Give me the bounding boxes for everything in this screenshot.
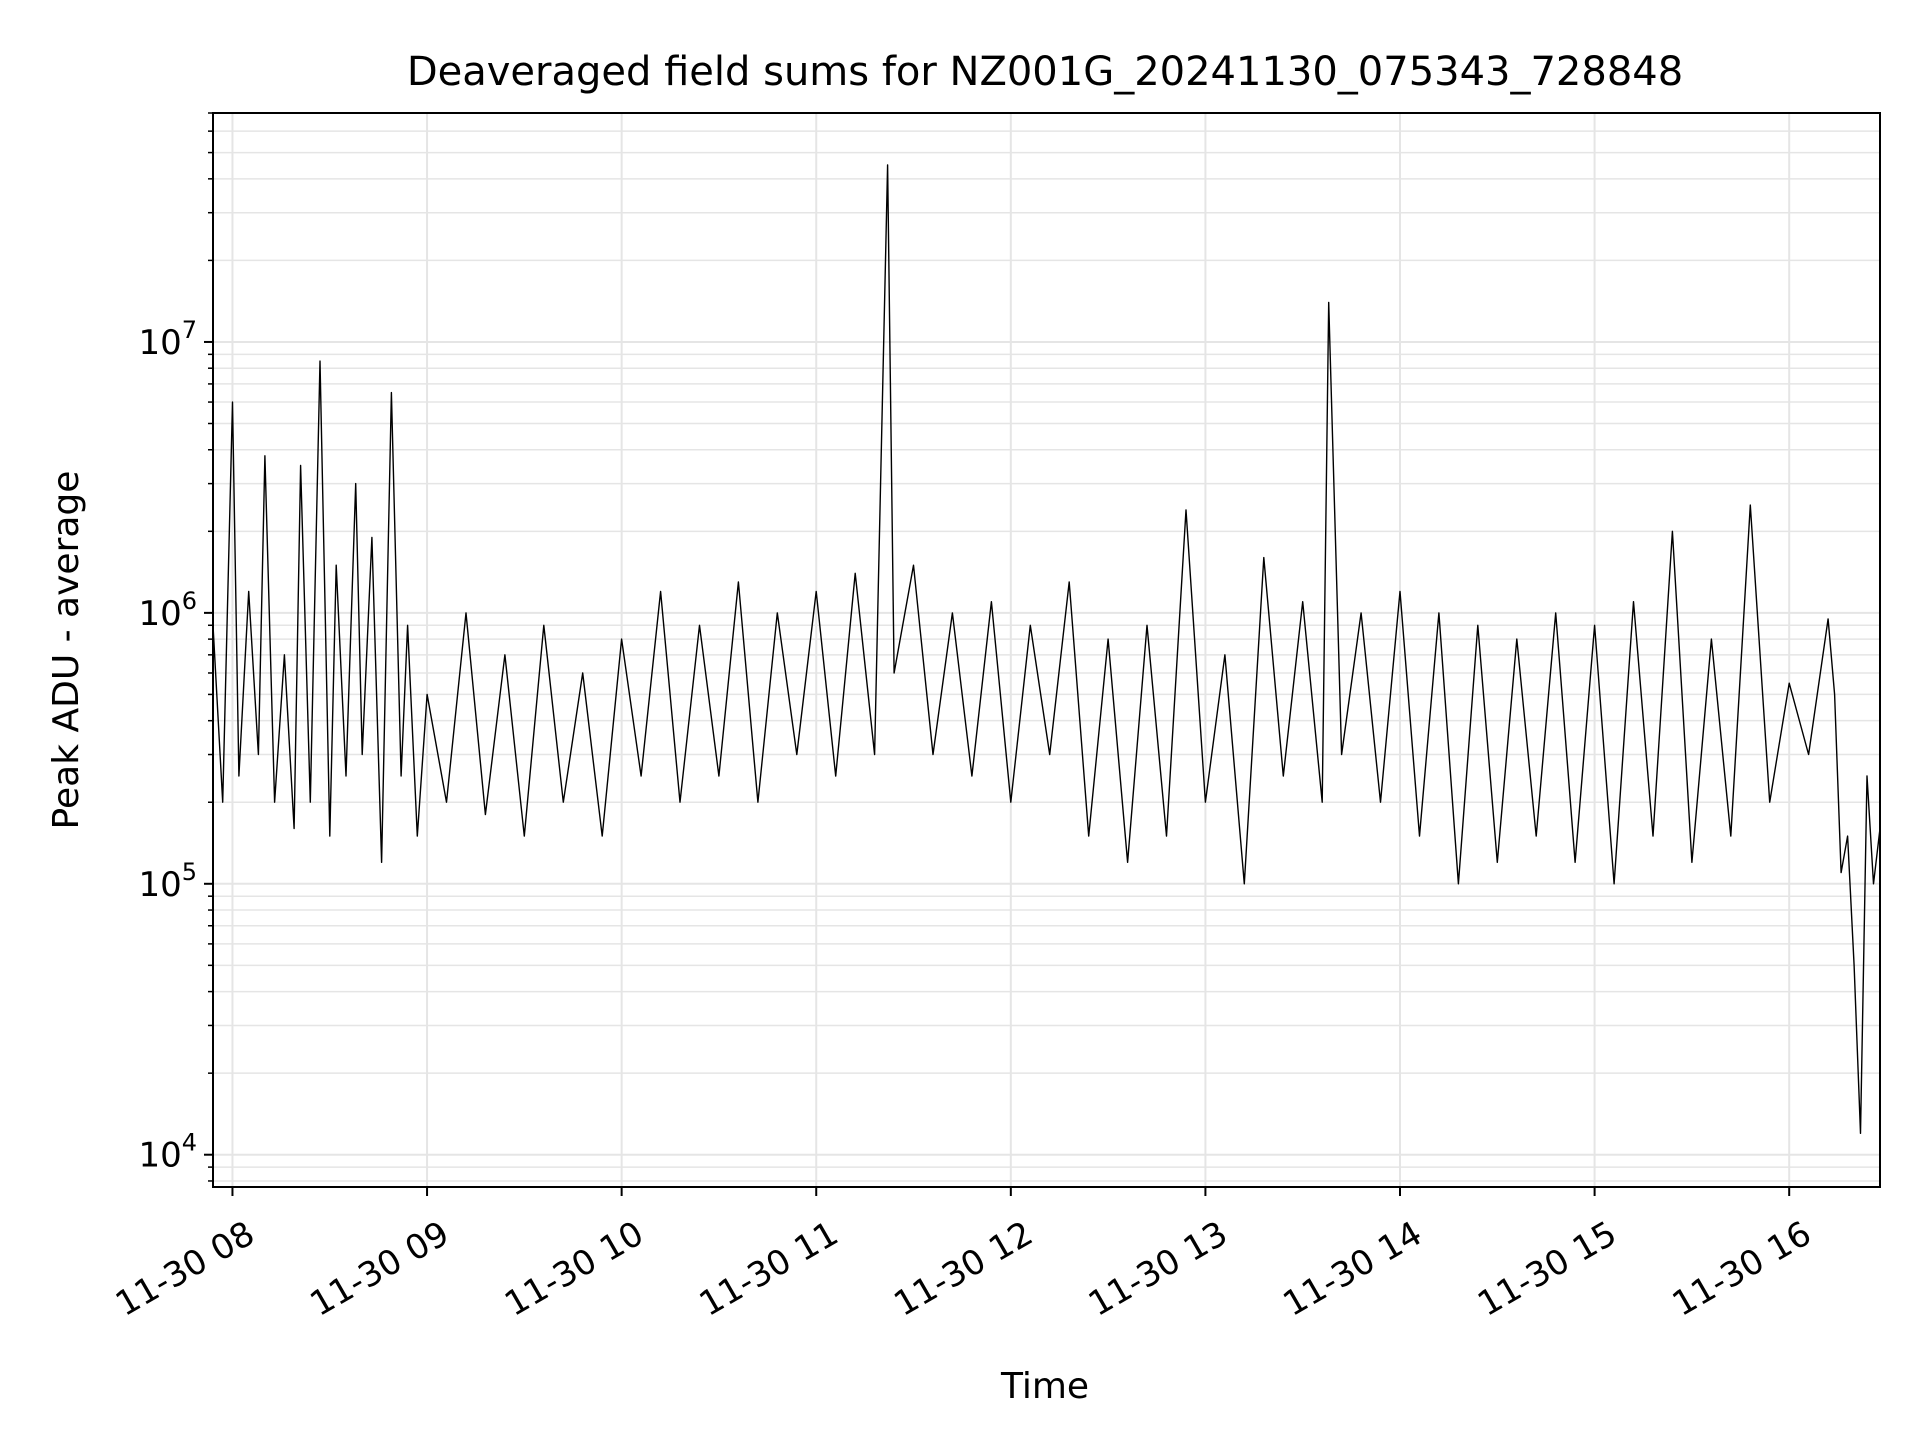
x-tick-label: 11-30 13 — [1082, 1214, 1234, 1325]
x-tick-label: 11-30 14 — [1277, 1214, 1429, 1325]
y-tick-base: 10 — [138, 1136, 181, 1176]
x-tick-label: 11-30 10 — [498, 1214, 650, 1325]
y-tick-label: 104 — [138, 1129, 197, 1176]
x-tick-label: 11-30 09 — [304, 1214, 456, 1325]
y-tick-exponent: 4 — [182, 1129, 197, 1157]
grid — [213, 112, 1880, 1187]
x-tick-label: 11-30 08 — [109, 1214, 261, 1325]
x-tick-label: 11-30 16 — [1666, 1214, 1818, 1325]
y-tick-base: 10 — [138, 594, 181, 634]
x-tick-label: 11-30 15 — [1471, 1214, 1623, 1325]
y-tick-label: 106 — [138, 587, 197, 634]
plot-frame — [212, 112, 1881, 1188]
chart-title: Deaveraged field sums for NZ001G_2024113… — [407, 49, 1683, 95]
y-tick-base: 10 — [138, 865, 181, 905]
y-tick-exponent: 5 — [182, 858, 197, 886]
y-tick-exponent: 6 — [182, 587, 197, 615]
x-tick-label: 11-30 12 — [887, 1214, 1039, 1325]
x-axis-label: Time — [1000, 1366, 1089, 1407]
y-tick-label: 105 — [138, 858, 197, 905]
y-axis-label: Peak ADU - average — [46, 471, 87, 830]
x-axis-ticks: 11-30 08 11-30 09 11-30 10 11-30 11 11-30 12… — [109, 1187, 1818, 1325]
y-tick-exponent: 7 — [182, 316, 197, 344]
series-line — [212, 164, 1881, 1135]
y-tick-label: 107 — [138, 316, 197, 363]
y-tick-base: 10 — [138, 323, 181, 363]
x-tick-label: 11-30 11 — [693, 1214, 845, 1325]
